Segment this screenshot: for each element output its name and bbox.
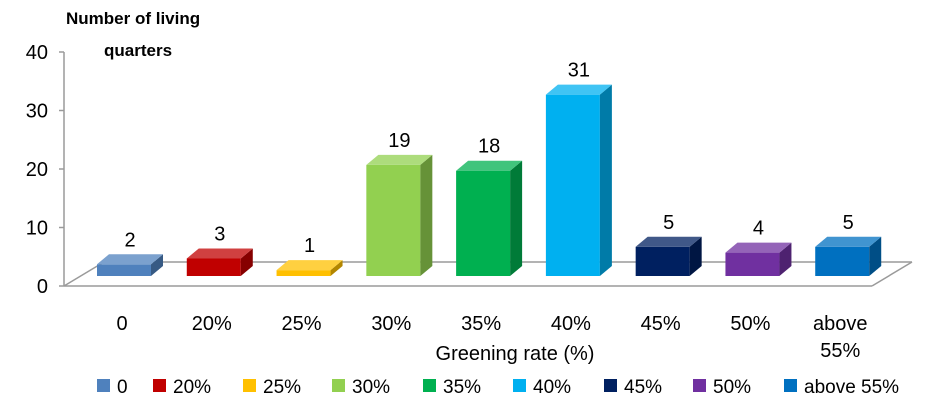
bar-front xyxy=(186,258,241,276)
bar-side xyxy=(779,242,792,276)
bar-front xyxy=(456,170,511,276)
y-tick-label: 40 xyxy=(26,42,48,64)
y-axis-title: Number of living quarters xyxy=(66,9,200,60)
value-label: 1 xyxy=(304,235,315,257)
legend-item: 20% xyxy=(153,377,211,398)
bar xyxy=(97,254,163,276)
x-axis-title: Greening rate (%) xyxy=(436,343,595,365)
bar-top xyxy=(725,242,792,253)
bar-side xyxy=(240,248,253,276)
bar-top xyxy=(545,84,612,95)
category-label: 55% xyxy=(820,340,860,362)
value-label: 19 xyxy=(388,130,410,152)
category-label: 45% xyxy=(641,313,681,335)
value-label: 5 xyxy=(663,212,674,234)
y-axis-title-line: quarters xyxy=(104,41,172,60)
legend-item: 30% xyxy=(332,377,390,398)
bars xyxy=(97,84,882,277)
bar-top xyxy=(815,236,882,247)
legend-item: 40% xyxy=(513,377,571,398)
category-label: 50% xyxy=(730,313,770,335)
axis-line xyxy=(871,261,913,287)
bar-front xyxy=(545,94,600,277)
legend-swatch xyxy=(604,379,617,392)
legend-label: 30% xyxy=(352,377,390,398)
bar xyxy=(545,84,612,277)
value-label: 31 xyxy=(568,60,590,82)
legend-item: 45% xyxy=(604,377,662,398)
bar-front xyxy=(635,246,690,276)
category-label: 20% xyxy=(192,313,232,335)
bar-front xyxy=(366,164,421,276)
legend-swatch xyxy=(243,379,256,392)
bar-side xyxy=(869,236,882,276)
legend-label: 20% xyxy=(173,377,211,398)
bar-front xyxy=(97,264,151,276)
bar-top xyxy=(456,160,523,171)
bar-top xyxy=(635,236,702,247)
bar xyxy=(725,242,792,276)
y-tick-labels: 0 10 20 30 40 xyxy=(26,42,48,298)
legend-item: 50% xyxy=(693,377,751,398)
bar-top xyxy=(186,248,253,259)
category-label: 35% xyxy=(461,313,501,335)
legend-label: 50% xyxy=(713,377,751,398)
y-axis-title-line: Number of living xyxy=(66,9,200,28)
legend-swatch xyxy=(513,379,526,392)
value-label: 4 xyxy=(753,218,764,240)
legend-label: 35% xyxy=(443,377,481,398)
bar xyxy=(456,160,523,276)
bar-side xyxy=(510,160,523,276)
legend-swatch xyxy=(153,379,166,392)
legend-item: 0 xyxy=(97,377,128,398)
legend-label: 45% xyxy=(624,377,662,398)
legend-swatch xyxy=(97,379,110,392)
value-label: 5 xyxy=(843,212,854,234)
value-label: 2 xyxy=(124,229,135,251)
bar xyxy=(635,236,702,276)
value-label: 3 xyxy=(214,223,225,245)
bar-side xyxy=(151,254,163,276)
category-label: above xyxy=(813,313,868,335)
bar-top xyxy=(366,154,433,165)
legend-label: 25% xyxy=(263,377,301,398)
legend-swatch xyxy=(693,379,706,392)
bar-side xyxy=(689,236,702,276)
category-label: 0 xyxy=(116,313,127,335)
category-label: 30% xyxy=(371,313,411,335)
bar xyxy=(366,154,433,276)
category-labels: 0 20% 25% 30% 35% 40% 45% 50% above 55% xyxy=(116,313,867,362)
y-tick-label: 30 xyxy=(26,101,48,123)
y-tick-label: 20 xyxy=(26,159,48,181)
bar xyxy=(276,260,343,276)
bar-top xyxy=(276,260,343,271)
legend-item: 25% xyxy=(243,377,301,398)
legend-item: 35% xyxy=(423,377,481,398)
legend-label: 0 xyxy=(117,377,128,398)
bar xyxy=(815,236,882,276)
legend-swatch xyxy=(332,379,345,392)
legend-swatch xyxy=(423,379,436,392)
bar-front xyxy=(276,270,331,276)
bar xyxy=(186,248,253,276)
y-tick-label: 10 xyxy=(26,218,48,240)
category-label: 25% xyxy=(282,313,322,335)
legend-swatch xyxy=(784,379,797,392)
bar-side xyxy=(330,260,343,276)
bar-top xyxy=(97,254,163,265)
category-label: 40% xyxy=(551,313,591,335)
legend-label: 40% xyxy=(533,377,571,398)
bar-side xyxy=(420,154,433,276)
bar-front xyxy=(815,246,870,276)
value-label: 18 xyxy=(478,136,500,158)
legend-item: above 55% xyxy=(784,377,899,398)
bar-front xyxy=(725,252,780,276)
y-tick-label: 0 xyxy=(37,276,48,298)
bar-side xyxy=(599,84,612,277)
legend-label: above 55% xyxy=(804,377,899,398)
legend: 0 20% 25% 30% 35% 40% 45% 50% above 55% xyxy=(97,377,899,398)
